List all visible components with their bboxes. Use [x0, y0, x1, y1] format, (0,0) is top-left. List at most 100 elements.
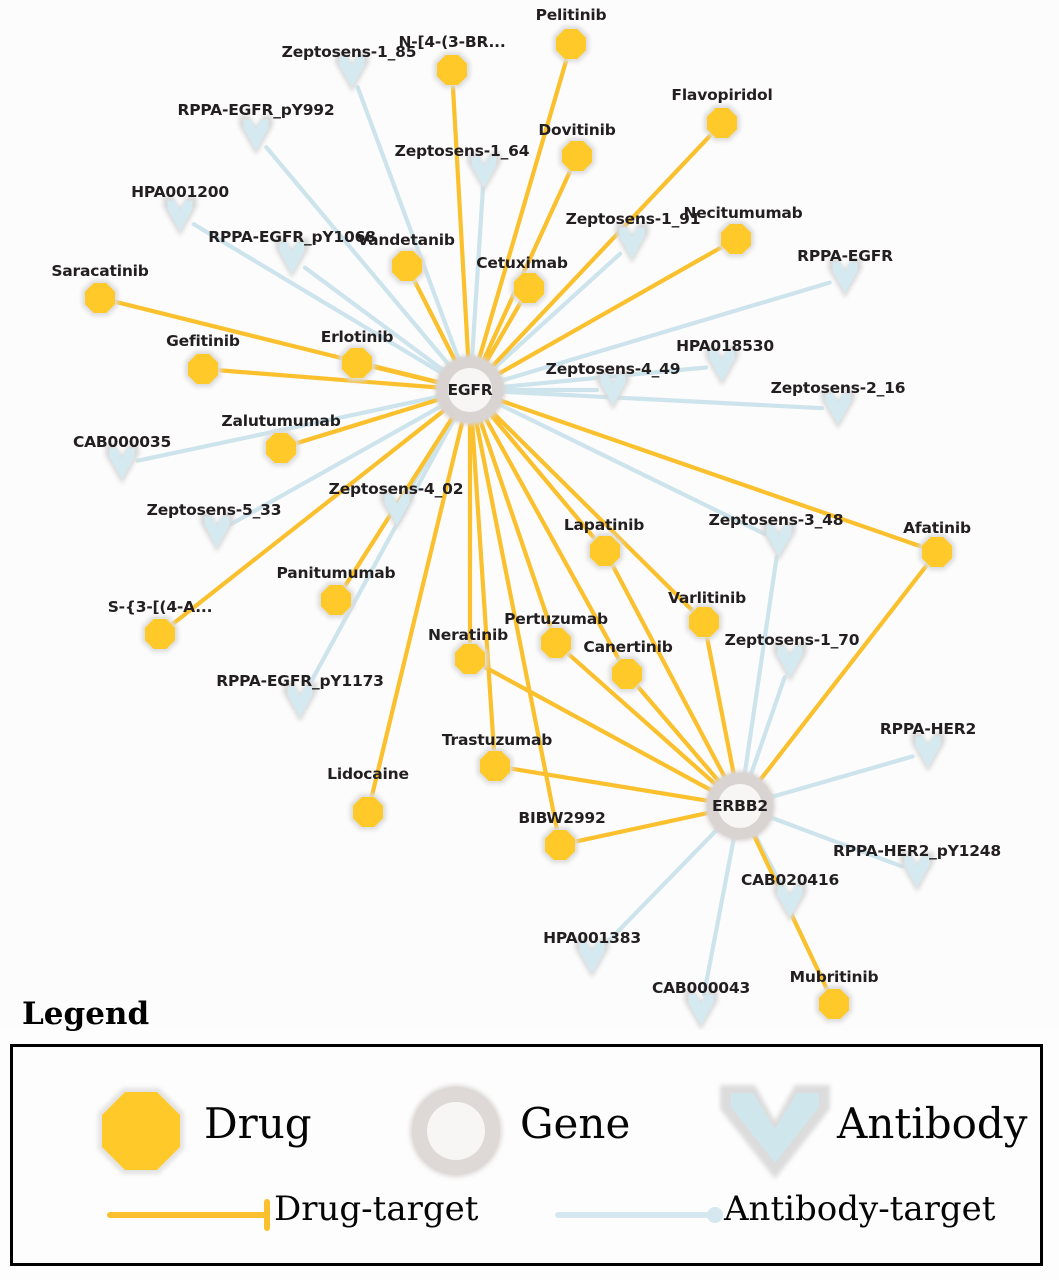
drug-node[interactable] [612, 659, 642, 689]
antibody-target-line-icon [555, 1207, 723, 1223]
antibody-node[interactable] [579, 942, 605, 974]
antibody-label-0: Zeptosens-1_85 [281, 43, 417, 61]
antibody-node[interactable] [619, 227, 645, 259]
drug-target-edge [493, 244, 725, 378]
antibody-node[interactable] [279, 242, 305, 274]
drug-target-edge [469, 417, 497, 753]
antibody-node[interactable] [471, 156, 497, 188]
antibody-node[interactable] [904, 856, 930, 888]
antibody-target-edge [601, 825, 722, 949]
drug-label-14: Lapatinib [563, 516, 645, 534]
drug-node[interactable] [707, 108, 737, 138]
drug-label-9: Erlotinib [320, 328, 394, 346]
drug-target-edge [482, 414, 622, 663]
antibody-target-edge [264, 145, 453, 370]
drug-octagon-icon [98, 1088, 184, 1174]
antibody-node[interactable] [766, 525, 792, 557]
drug-node[interactable] [266, 433, 296, 463]
gene-label-ERBB2: ERBB2 [712, 797, 768, 815]
antibody-target-edge [742, 554, 779, 779]
antibody-node[interactable] [832, 262, 858, 294]
antibody-node[interactable] [600, 374, 626, 406]
drug-target-edge [482, 299, 524, 367]
network-canvas[interactable]: Zeptosens-1_85 Zeptosens-1_64 RPPA-EGFR_pY… [0, 0, 1059, 1030]
drug-node[interactable] [353, 797, 383, 827]
legend-label-drug: Drug [204, 1099, 312, 1148]
drug-node[interactable] [145, 619, 175, 649]
drug-target-edge [216, 368, 443, 390]
antibody-target-edge [191, 222, 447, 377]
legend-title: Legend [22, 996, 150, 1032]
drug-label-17: Neratinib [428, 626, 508, 644]
antibody-target-edge [766, 754, 915, 800]
antibody-node[interactable] [287, 686, 313, 718]
drug-target-edge [487, 410, 597, 541]
antibody-node[interactable] [167, 200, 193, 232]
antibody-node[interactable] [688, 994, 714, 1026]
antibody-chevron-icon [720, 1085, 830, 1179]
drug-node[interactable] [541, 628, 571, 658]
antibody-label-3: HPA001200 [131, 183, 229, 201]
antibody-node[interactable] [825, 393, 851, 425]
drug-node[interactable] [480, 751, 510, 781]
antibody-label-13: RPPA-EGFR_pY1173 [216, 672, 384, 690]
drug-node[interactable] [342, 348, 372, 378]
drug-label-19: Canertinib [583, 638, 673, 656]
antibody-node[interactable] [777, 646, 803, 678]
drug-target-edge [294, 396, 444, 446]
drug-target-edge [412, 278, 459, 366]
drug-node[interactable] [689, 607, 719, 637]
drug-node[interactable] [392, 251, 422, 281]
drug-label-12: S-{3-[(4-A... [107, 598, 213, 616]
antibody-node[interactable] [204, 516, 230, 548]
antibody-node[interactable] [243, 119, 269, 151]
drug-node[interactable] [562, 141, 592, 171]
antibody-target-edge [490, 251, 623, 372]
antibody-target-edge [701, 833, 737, 997]
antibody-label-1: Zeptosens-1_64 [394, 142, 530, 160]
drug-node[interactable] [514, 273, 544, 303]
legend-label-antibody: Antibody [837, 1099, 1028, 1148]
drug-label-21: BIBW2992 [518, 809, 606, 827]
gene-ring-icon [410, 1085, 502, 1177]
drug-node[interactable] [85, 283, 115, 313]
antibody-target-edge [747, 675, 787, 780]
drug-node[interactable] [819, 989, 849, 1019]
drug-target-edge [496, 397, 924, 549]
legend-label-antibody-target: Antibody-target [724, 1189, 996, 1229]
drug-node[interactable] [721, 224, 751, 254]
gene-label-EGFR: EGFR [447, 381, 493, 399]
drug-target-edge [565, 651, 720, 789]
drug-label-5: Vandetanib [357, 231, 455, 249]
drug-node[interactable] [545, 830, 575, 860]
drug-node[interactable] [321, 585, 351, 615]
legend-svg [98, 1085, 830, 1231]
drug-node[interactable] [455, 644, 485, 674]
drug-target-edge [481, 664, 716, 794]
drug-node[interactable] [437, 55, 467, 85]
drug-target-edge [489, 409, 695, 613]
drug-target-edge [370, 364, 443, 386]
antibody-label-18: CAB020416 [740, 871, 840, 889]
drug-target-edge [476, 57, 569, 364]
drug-node[interactable] [188, 354, 218, 384]
antibody-target-edge [355, 84, 462, 364]
drug-target-edge [369, 417, 466, 799]
drug-target-edge [170, 406, 449, 627]
nodes-layer [82, 26, 955, 1030]
antibody-label-9: Zeptosens-2_16 [770, 379, 906, 397]
antibody-node[interactable] [384, 494, 410, 526]
antibody-label-12: Zeptosens-4_02 [328, 480, 464, 498]
antibody-node[interactable] [709, 350, 735, 382]
antibody-node[interactable] [777, 886, 803, 918]
drug-label-6: Cetuximab [476, 254, 568, 272]
drug-node[interactable] [556, 29, 586, 59]
antibody-node[interactable] [339, 56, 365, 88]
antibody-node[interactable] [109, 448, 135, 480]
drug-label-20: Trastuzumab [441, 731, 553, 749]
drug-node[interactable] [590, 536, 620, 566]
antibody-node[interactable] [915, 736, 941, 768]
drug-node[interactable] [922, 537, 952, 567]
legend-box: Drug Gene Antibody Drug-target Antibody-… [10, 1044, 1043, 1266]
antibody-label-14: Zeptosens-3_48 [708, 511, 844, 529]
